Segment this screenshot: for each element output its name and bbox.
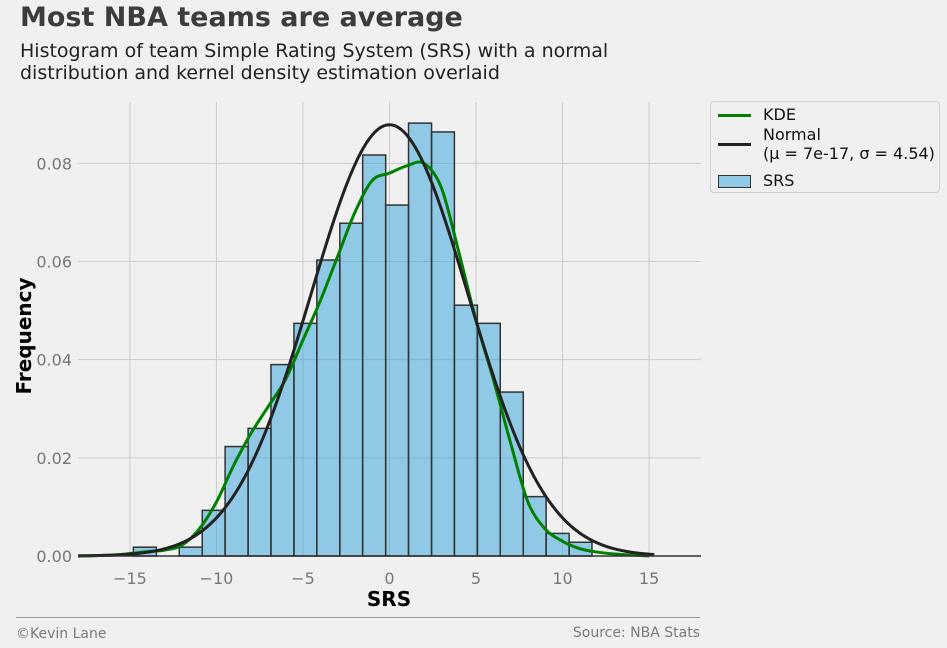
histogram-bar bbox=[293, 322, 318, 557]
legend-kde-swatch bbox=[718, 114, 751, 117]
histogram-bars bbox=[132, 122, 593, 557]
y-tick-labels: 0.00 0.02 0.04 0.06 0.08 bbox=[36, 154, 72, 566]
legend-srs-swatch bbox=[718, 175, 751, 188]
y-tick-label: 0.08 bbox=[36, 154, 72, 173]
x-tick-label: −15 bbox=[113, 569, 147, 588]
chart-subtitle: Histogram of team Simple Rating System (… bbox=[20, 40, 609, 84]
x-tick-label: −10 bbox=[200, 569, 234, 588]
x-axis-label: SRS bbox=[367, 587, 411, 611]
histogram-bar bbox=[361, 154, 387, 557]
histogram-bar bbox=[178, 546, 204, 557]
x-tick-label: 0 bbox=[384, 569, 394, 588]
legend: KDE Normal (μ = 7e-17, σ = 4.54) SRS bbox=[710, 101, 940, 193]
histogram-bar bbox=[407, 122, 433, 557]
histogram-bar bbox=[339, 222, 364, 557]
x-tick-label: −5 bbox=[291, 569, 315, 588]
legend-srs-label: SRS bbox=[763, 171, 795, 190]
normal-line bbox=[77, 123, 655, 558]
histogram-bar bbox=[201, 509, 226, 557]
legend-normal-swatch bbox=[718, 143, 751, 146]
footer-divider bbox=[16, 617, 700, 618]
x-tick-label: 5 bbox=[471, 569, 481, 588]
y-axis-label: Frequency bbox=[12, 277, 36, 394]
x-tick-labels: −15 −10 −5 0 5 10 15 bbox=[113, 569, 659, 588]
legend-normal-label: Normal bbox=[763, 125, 821, 144]
footer-credit: ©Kevin Lane bbox=[16, 626, 107, 642]
footer-source: Source: NBA Stats bbox=[572, 625, 700, 641]
y-tick-label: 0.02 bbox=[36, 449, 72, 468]
x-tick-label: 10 bbox=[552, 569, 572, 588]
x-tick-label: 15 bbox=[639, 569, 659, 588]
legend-kde-label: KDE bbox=[763, 105, 796, 124]
histogram-bar bbox=[453, 304, 479, 557]
y-tick-label: 0.06 bbox=[36, 253, 72, 272]
y-tick-label: 0.04 bbox=[36, 351, 72, 370]
histogram-bar bbox=[384, 204, 410, 557]
y-tick-label: 0.00 bbox=[36, 547, 72, 566]
chart-title: Most NBA teams are average bbox=[20, 2, 463, 33]
legend-normal-params: (μ = 7e-17, σ = 4.54) bbox=[763, 144, 935, 163]
histogram-bar bbox=[270, 363, 295, 557]
